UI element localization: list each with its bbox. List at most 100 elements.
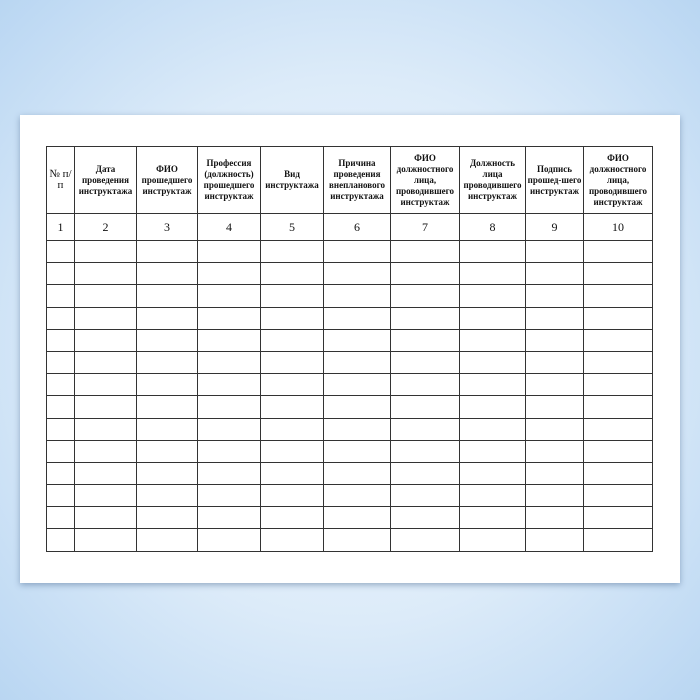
table-cell [197,350,261,375]
table-cell [46,328,75,352]
table-cell [46,417,75,441]
table-cell [525,506,584,530]
table-cell [197,395,261,419]
table-cell [583,284,653,308]
column-number: 3 [136,213,198,241]
table-cell [74,373,137,397]
table-cell [136,484,198,508]
table-cell [323,284,391,308]
column-header: Профессия (должность) прошедшего инструк… [197,146,261,214]
table-cell [525,239,584,264]
table-cell [459,506,526,530]
table-cell [323,461,391,486]
table-cell [46,484,75,508]
table-row [46,373,653,397]
column-header: ФИО должностного лица, проводившего инст… [390,146,460,214]
table-cell [323,373,391,397]
table-cell [197,461,261,486]
table-cell [136,284,198,308]
table-cell [459,328,526,352]
table-cell [136,506,198,530]
table-cell [136,262,198,286]
table-row [46,484,653,508]
briefing-log-table: № п/п Дата проведения инструктажа ФИО прош… [46,146,653,552]
table-cell [260,506,324,530]
table-cell [74,328,137,352]
table-cell [197,417,261,441]
table-cell [197,262,261,286]
table-cell [459,417,526,441]
column-header: № п/п [46,146,75,214]
table-cell [74,239,137,264]
table-cell [583,439,653,463]
table-cell [74,461,137,486]
column-number: 10 [583,213,653,241]
table-cell [197,306,261,330]
table-cell [525,484,584,508]
table-row [46,461,653,486]
table-cell [525,461,584,486]
table-cell [260,373,324,397]
table-cell [260,417,324,441]
table-row [46,350,653,375]
table-cell [46,262,75,286]
table-row [46,284,653,308]
table-cell [583,461,653,486]
table-cell [197,284,261,308]
table-cell [260,350,324,375]
table-cell [74,262,137,286]
table-cell [583,395,653,419]
table-cell [46,528,75,552]
table-cell [46,395,75,419]
table-cell [197,484,261,508]
journal-page: № п/п Дата проведения инструктажа ФИО прош… [20,115,680,583]
table-cell [260,284,324,308]
table-cell [390,262,460,286]
table-row [46,328,653,352]
table-cell [323,395,391,419]
column-header: ФИО должностного лица, проводившего инст… [583,146,653,214]
table-cell [136,528,198,552]
table-cell [459,528,526,552]
table-cell [74,306,137,330]
table-cell [260,306,324,330]
table-cell [260,461,324,486]
table-row [46,506,653,530]
table-cell [260,395,324,419]
table-cell [583,506,653,530]
table-cell [459,439,526,463]
table-cell [74,284,137,308]
table-cell [583,262,653,286]
table-cell [583,373,653,397]
table-cell [390,284,460,308]
column-number: 7 [390,213,460,241]
table-cell [525,417,584,441]
table-cell [390,528,460,552]
table-cell [260,528,324,552]
table-cell [583,350,653,375]
table-cell [525,328,584,352]
table-cell [197,439,261,463]
table-cell [46,506,75,530]
table-cell [390,306,460,330]
column-number: 1 [46,213,75,241]
table-cell [323,262,391,286]
table-cell [525,306,584,330]
table-row [46,239,653,264]
table-cell [525,439,584,463]
table-cell [74,506,137,530]
table-row [46,395,653,419]
table-cell [46,306,75,330]
table-cell [136,439,198,463]
table-row [46,528,653,552]
table-cell [136,417,198,441]
table-cell [525,350,584,375]
table-cell [459,350,526,375]
table-cell [74,439,137,463]
table-cell [136,395,198,419]
table-cell [323,306,391,330]
table-cell [323,417,391,441]
table-cell [323,484,391,508]
table-cell [136,461,198,486]
header-row: № п/п Дата проведения инструктажа ФИО прош… [46,146,653,214]
